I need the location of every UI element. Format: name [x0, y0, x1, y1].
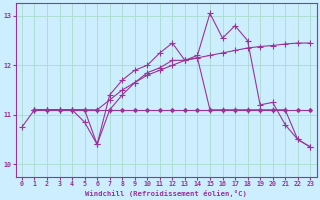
X-axis label: Windchill (Refroidissement éolien,°C): Windchill (Refroidissement éolien,°C): [85, 190, 247, 197]
